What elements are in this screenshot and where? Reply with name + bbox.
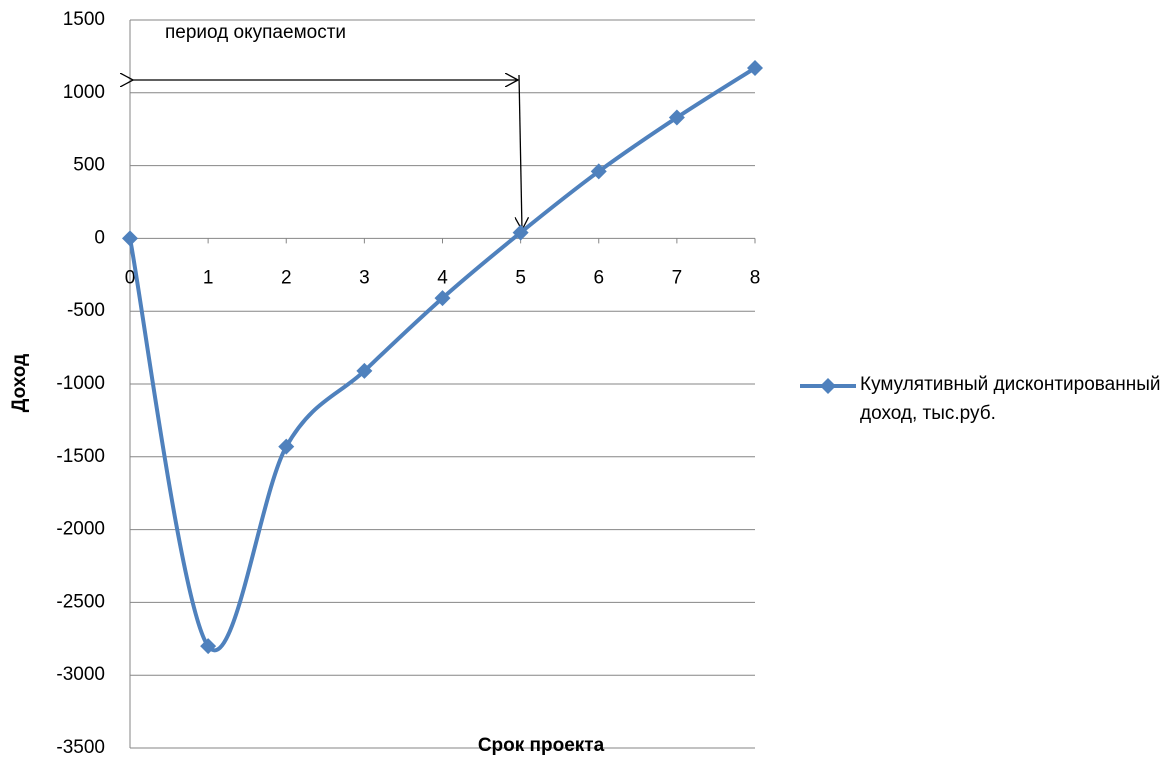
y-tick-label: -3500 [56,737,105,758]
x-tick-label: 8 [750,267,761,288]
point-marker [668,109,685,126]
series-line [128,66,757,652]
point-marker [512,224,529,241]
point-marker [356,362,373,379]
x-tick-label: 5 [515,267,526,288]
y-tick-label: 1000 [63,82,105,103]
x-tick-label: 4 [437,267,448,288]
legend-marker [820,378,836,394]
x-tick-label: 0 [125,267,136,288]
legend-label: Кумулятивный дисконтированный доход, тыс… [860,374,1161,424]
y-tick-label: -3000 [56,664,105,685]
y-tick-label: -500 [67,300,105,321]
x-tick-label: 3 [359,267,370,288]
y-tick-label: -1000 [56,373,105,394]
point-marker [590,163,607,180]
y-axis-title: Доход [9,354,30,412]
x-tick-label: 6 [593,267,604,288]
point-marker [200,638,217,655]
annotation: период окупаемости [165,22,346,43]
point-marker [434,290,451,307]
y-tick-label: -2500 [56,591,105,612]
y-tick-label: 1500 [63,9,105,30]
point-marker [747,60,763,77]
x-tick-label: 7 [672,267,683,288]
payback-pointer [519,74,522,230]
grid [130,19,755,749]
x-axis-title: Срок проекта [478,735,605,756]
point-marker [278,438,295,455]
y-tick-label: 0 [94,227,105,248]
point-marker [122,230,138,247]
x-tick-label: 2 [281,267,292,288]
x-tick-label: 1 [203,267,214,288]
y-tick-label: 500 [73,155,105,176]
y-tick-label: -2000 [56,519,105,540]
y-tick-label: -1500 [56,446,105,467]
